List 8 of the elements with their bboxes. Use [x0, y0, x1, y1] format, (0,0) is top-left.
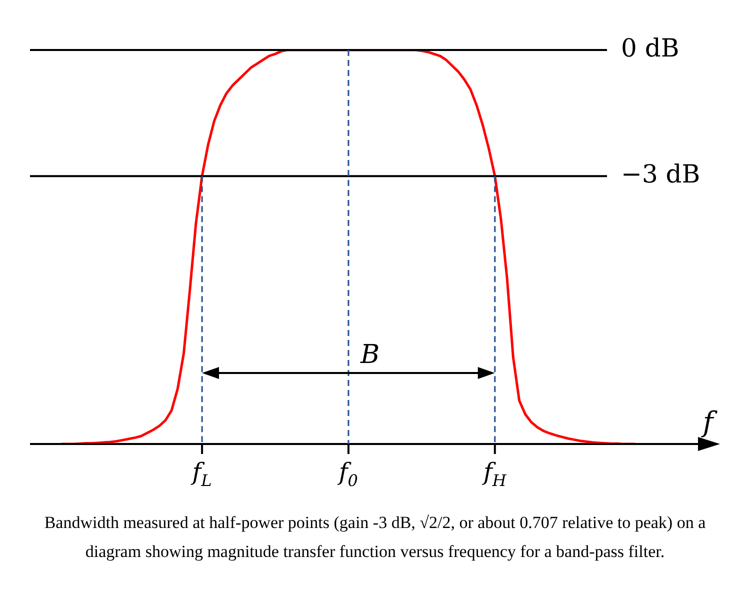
annotation: B: [359, 340, 380, 370]
text: Bandwidth measured at half-power points (gain -3 dB, √2/2, or about 0.707 relative to peak) on a diagram showing magnitude transfer function versus frequency for a band-pass filter.: [43, 512, 707, 563]
x-axis-title: f: [700, 405, 718, 438]
ref-line-label: 0 dB: [621, 34, 680, 62]
x-tick-label: f$_{L}$: [192, 458, 212, 490]
x-tick-label: f$_{0}$: [338, 458, 358, 490]
x-tick-label: f$_{H}$: [483, 458, 506, 490]
ref-line-label: −3 dB: [621, 160, 700, 189]
